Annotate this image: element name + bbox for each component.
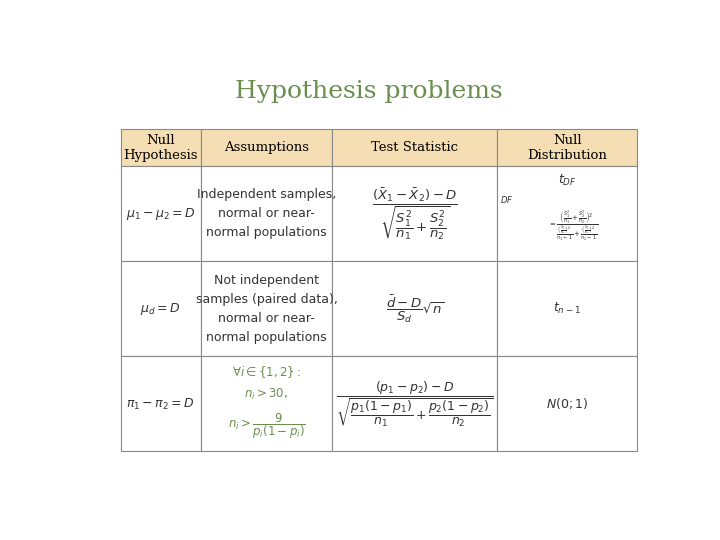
Text: Not independent
samples (paired data),
normal or near-
normal populations: Not independent samples (paired data), n…	[196, 274, 338, 344]
Text: $N(0; 1)$: $N(0; 1)$	[546, 396, 588, 411]
Text: $n_i > 30,$: $n_i > 30,$	[245, 387, 289, 402]
Text: $\forall i \in \{1,2\}:$: $\forall i \in \{1,2\}:$	[232, 364, 301, 380]
Text: Assumptions: Assumptions	[224, 141, 309, 154]
Bar	[121, 356, 201, 451]
Text: $\mu_d = D$: $\mu_d = D$	[140, 301, 181, 317]
Bar	[201, 129, 333, 166]
Text: $t_{n-1}$: $t_{n-1}$	[553, 301, 581, 316]
Text: $\mu_1 - \mu_2 = D$: $\mu_1 - \mu_2 = D$	[126, 206, 196, 222]
Bar	[121, 261, 201, 356]
Text: $DF$: $DF$	[500, 194, 513, 205]
Text: Null
Hypothesis: Null Hypothesis	[123, 134, 198, 162]
Bar	[498, 166, 637, 261]
Text: $t_{DF}$: $t_{DF}$	[558, 173, 577, 187]
Bar	[201, 166, 333, 261]
Bar	[498, 129, 637, 166]
Bar	[201, 356, 333, 451]
Text: Null
Distribution: Null Distribution	[527, 134, 607, 162]
Text: Test Statistic: Test Statistic	[372, 141, 459, 154]
Bar	[333, 129, 498, 166]
Bar	[498, 356, 637, 451]
Text: $n_i > \dfrac{9}{p_i(1-p_i)}$: $n_i > \dfrac{9}{p_i(1-p_i)}$	[228, 411, 305, 441]
Bar	[121, 166, 201, 261]
Text: $\dfrac{(p_1 - p_2) - D}{\sqrt{\dfrac{p_1(1-p_1)}{n_1} + \dfrac{p_2(1-p_2)}{n_2}: $\dfrac{(p_1 - p_2) - D}{\sqrt{\dfrac{p_…	[336, 379, 494, 429]
Text: $\dfrac{(\bar{X}_1 - \bar{X}_2) - D}{\sqrt{\dfrac{S_1^2}{n_1} + \dfrac{S_2^2}{n_: $\dfrac{(\bar{X}_1 - \bar{X}_2) - D}{\sq…	[372, 186, 458, 241]
Bar	[498, 261, 637, 356]
Text: $\dfrac{\bar{d} - D}{S_d}\sqrt{n}$: $\dfrac{\bar{d} - D}{S_d}\sqrt{n}$	[386, 293, 444, 325]
Text: Independent samples,
normal or near-
normal populations: Independent samples, normal or near- nor…	[197, 188, 336, 239]
Text: $\pi_1 - \pi_2 = D$: $\pi_1 - \pi_2 = D$	[127, 396, 195, 411]
Bar	[201, 261, 333, 356]
Text: Hypothesis problems: Hypothesis problems	[235, 80, 503, 103]
Text: $= \dfrac{\left(\frac{S_1^2}{n_1}+\frac{S_2^2}{n_2}\right)^2}{\frac{\left(\frac{: $= \dfrac{\left(\frac{S_1^2}{n_1}+\frac{…	[548, 210, 598, 244]
Bar	[333, 261, 498, 356]
Bar	[121, 129, 201, 166]
Bar	[333, 356, 498, 451]
Bar	[333, 166, 498, 261]
